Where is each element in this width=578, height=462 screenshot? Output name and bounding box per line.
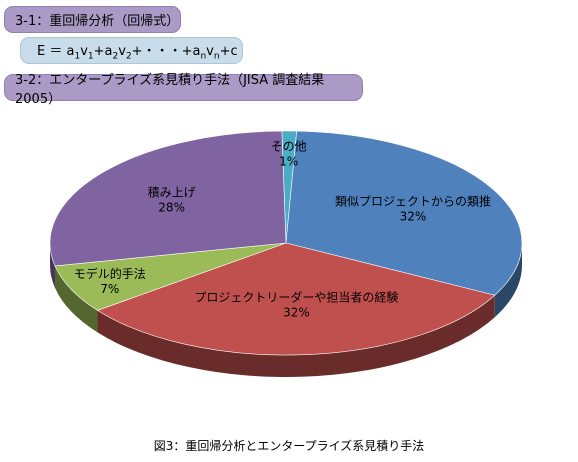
slice-5 [49,130,287,267]
slice-2 [285,130,523,296]
survey-title: 3-2：エンタープライズ系見積り手法（JISA 調査結果 2005） [15,72,325,107]
slice-2-label: 類似プロジェクトからの類推 [335,194,491,208]
slice-1-value-label: 1% [279,154,298,168]
slice-4-label: モデル的手法 [74,266,146,281]
method-title: 3-1：重回帰分析（回帰式） [15,14,180,29]
figure-caption: 図3：重回帰分析とエンタープライズ系見積り手法 [153,439,425,453]
slice-3-value-label: 32% [283,305,310,319]
slice-3-label: プロジェクトリーダーや担当者の経験 [194,289,398,304]
slice-1-label: その他 [271,139,307,153]
slice-4-value-label: 7% [100,282,119,296]
regression-formula: E ＝ a1v1+a2v2+・・・+anvn+c [37,43,238,62]
pie-sides [50,243,522,377]
method-title-box: 3-1：重回帰分析（回帰式） [4,6,181,33]
slice-4 [54,242,287,311]
formula-box: E ＝ a1v1+a2v2+・・・+anvn+c [20,37,243,64]
slice-2-value-label: 32% [400,209,427,223]
slice-2-side [494,243,522,318]
slice-4-side [54,265,98,333]
pie-labels: その他1%類似プロジェクトからの類推32%プロジェクトリーダーや担当者の経験32… [74,139,491,319]
survey-title-box: 3-2：エンタープライズ系見積り手法（JISA 調査結果 2005） [4,73,363,107]
slice-5-label: 積み上げ [148,185,196,200]
slice-3-side [97,295,495,377]
slice-3 [96,242,496,356]
pie-slices [49,130,523,356]
pie-chart: その他1%類似プロジェクトからの類推32%プロジェクトリーダーや担当者の経験32… [49,130,523,377]
slice-5-side [50,243,55,288]
slice-5-value-label: 28% [158,201,185,215]
